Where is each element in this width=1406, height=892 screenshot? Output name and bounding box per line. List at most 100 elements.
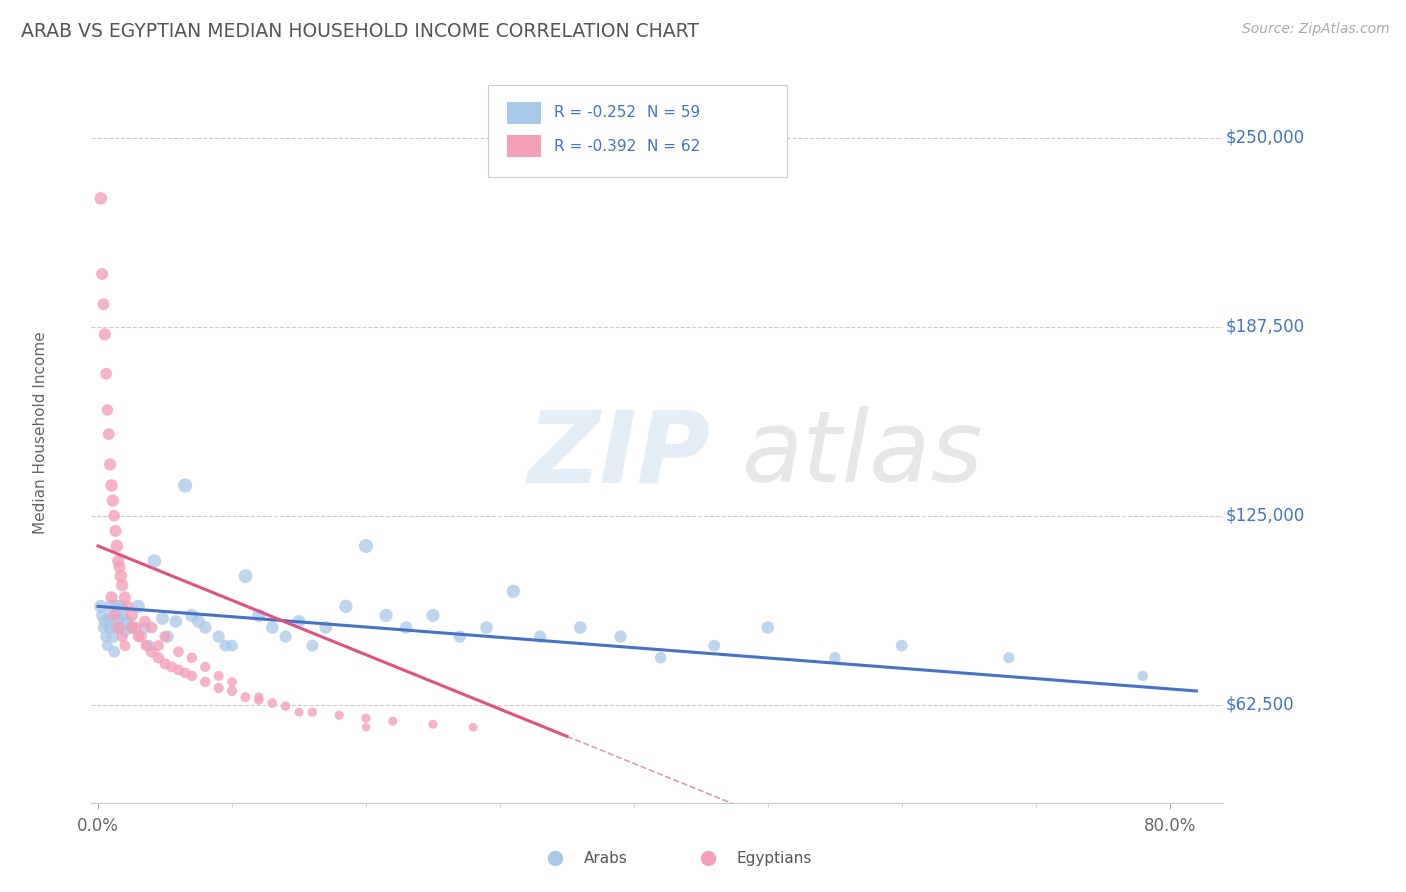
Text: Median Household Income: Median Household Income — [32, 331, 48, 534]
Text: atlas: atlas — [742, 407, 984, 503]
Point — [636, 887, 658, 892]
Point — [354, 711, 377, 725]
Point — [180, 650, 202, 665]
Point — [148, 650, 170, 665]
Point — [104, 524, 127, 538]
Point — [141, 621, 163, 635]
Text: ARAB VS EGYPTIAN MEDIAN HOUSEHOLD INCOME CORRELATION CHART: ARAB VS EGYPTIAN MEDIAN HOUSEHOLD INCOME… — [21, 22, 699, 41]
Point — [817, 887, 839, 892]
Point — [111, 608, 134, 623]
Point — [108, 560, 131, 574]
Point — [117, 615, 139, 629]
Point — [167, 645, 190, 659]
Point — [124, 621, 146, 635]
Point — [150, 611, 173, 625]
Point — [221, 674, 243, 689]
Point — [121, 621, 143, 635]
Point — [129, 630, 152, 644]
Point — [91, 267, 114, 281]
Point — [262, 621, 284, 635]
Point — [103, 608, 125, 623]
Point — [121, 621, 143, 635]
Point — [103, 645, 125, 659]
Point — [94, 367, 117, 381]
Point — [98, 621, 121, 635]
Point — [96, 403, 118, 417]
Point — [127, 599, 149, 614]
Point — [127, 630, 149, 644]
Point — [274, 699, 297, 714]
Text: R = -0.252: R = -0.252 — [554, 105, 637, 120]
Point — [354, 539, 377, 553]
Point — [194, 621, 217, 635]
Bar — [506, 102, 541, 124]
Point — [395, 621, 418, 635]
Point — [288, 705, 311, 719]
Point — [315, 621, 337, 635]
Text: Egyptians: Egyptians — [737, 851, 811, 866]
FancyBboxPatch shape — [488, 85, 787, 178]
Point — [100, 478, 122, 492]
Point — [208, 669, 231, 683]
Point — [502, 584, 524, 599]
Point — [288, 615, 311, 629]
Point — [824, 650, 846, 665]
Point — [422, 608, 444, 623]
Point — [114, 591, 136, 605]
Point — [94, 615, 117, 629]
Text: ZIP: ZIP — [527, 407, 710, 503]
Point — [328, 708, 350, 723]
Point — [100, 599, 122, 614]
Point — [156, 630, 179, 644]
Point — [301, 705, 323, 719]
Point — [449, 630, 471, 644]
Point — [143, 554, 166, 568]
Point — [148, 639, 170, 653]
Point — [247, 608, 270, 623]
Point — [104, 621, 127, 635]
Point — [96, 639, 118, 653]
Point — [105, 599, 128, 614]
Point — [91, 608, 114, 623]
Point — [194, 660, 217, 674]
Text: $125,000: $125,000 — [1226, 507, 1305, 524]
Point — [90, 599, 112, 614]
Point — [274, 630, 297, 644]
Text: $62,500: $62,500 — [1226, 696, 1294, 714]
Point — [134, 615, 156, 629]
Point — [114, 624, 136, 638]
Point — [141, 645, 163, 659]
Point — [138, 639, 160, 653]
Point — [114, 639, 136, 653]
Point — [110, 599, 132, 614]
Point — [1132, 669, 1154, 683]
Point — [235, 569, 257, 583]
Point — [101, 493, 124, 508]
Point — [208, 630, 231, 644]
Point — [354, 720, 377, 734]
Text: N = 62: N = 62 — [647, 138, 700, 153]
Point — [100, 591, 122, 605]
Point — [94, 630, 117, 644]
Point — [422, 717, 444, 731]
Point — [187, 615, 209, 629]
Point — [221, 684, 243, 698]
Point — [221, 639, 243, 653]
Point — [998, 650, 1021, 665]
Point — [97, 427, 120, 442]
Point — [235, 690, 257, 704]
Point — [134, 621, 156, 635]
Point — [105, 539, 128, 553]
Point — [167, 663, 190, 677]
Point — [208, 681, 231, 695]
Point — [756, 621, 779, 635]
Point — [135, 639, 157, 653]
Point — [90, 191, 112, 205]
Point — [111, 578, 134, 592]
Point — [101, 630, 124, 644]
Point — [890, 639, 912, 653]
Text: Source: ZipAtlas.com: Source: ZipAtlas.com — [1241, 22, 1389, 37]
Point — [381, 714, 404, 729]
Text: $250,000: $250,000 — [1226, 129, 1305, 147]
Text: R = -0.392: R = -0.392 — [554, 138, 637, 153]
